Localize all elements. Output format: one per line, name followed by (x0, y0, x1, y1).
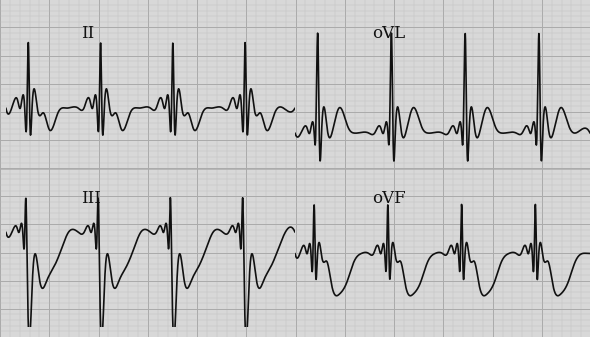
Text: oVL: oVL (372, 25, 405, 42)
Text: III: III (81, 190, 101, 208)
Text: oVF: oVF (372, 190, 405, 208)
Text: II: II (81, 25, 94, 42)
